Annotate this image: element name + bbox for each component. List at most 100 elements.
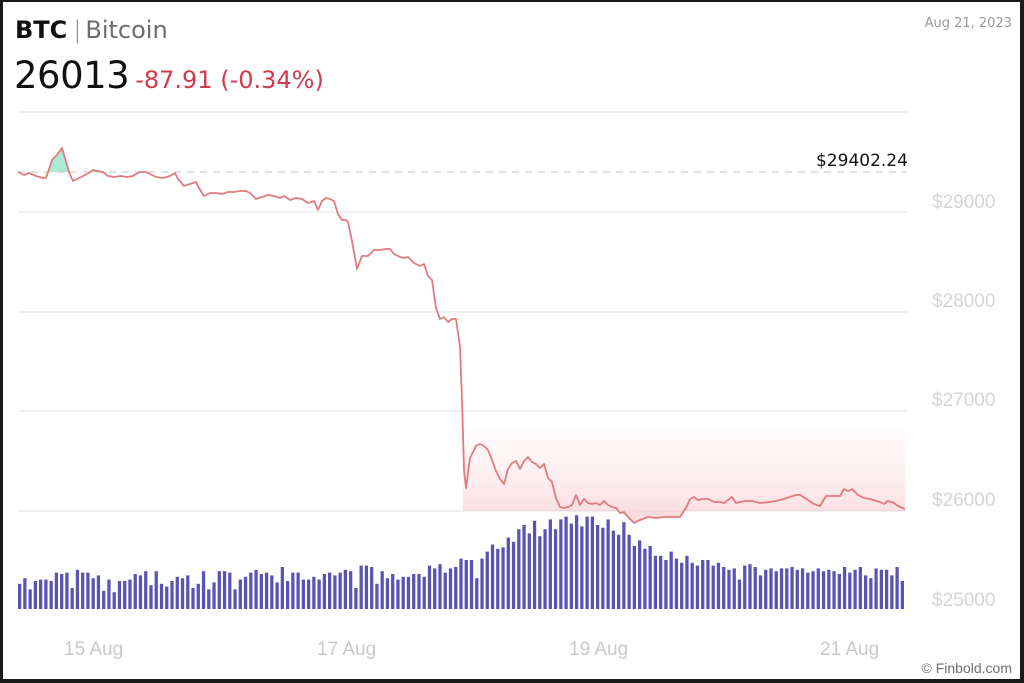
volume-bar — [816, 568, 820, 609]
volume-bar — [580, 526, 584, 609]
downside-fill-under-line — [620, 508, 690, 523]
volume-bar — [884, 569, 889, 609]
volume-bar — [317, 579, 321, 609]
volume-bar — [853, 569, 857, 609]
volume-bar — [863, 575, 868, 609]
volume-bar — [417, 574, 421, 609]
volume-bar — [711, 565, 715, 609]
volume-bar — [123, 581, 127, 609]
volume-bar — [732, 568, 736, 609]
volume-bar — [60, 574, 64, 609]
volume-bar — [522, 525, 526, 609]
price-change: -87.91 (-0.34%) — [135, 66, 324, 94]
volume-bar — [821, 571, 826, 609]
volume-bar — [217, 571, 221, 609]
volume-bar — [779, 568, 784, 609]
volume-bar — [191, 588, 195, 609]
volume-bar — [485, 551, 489, 609]
volume-bar — [643, 548, 647, 609]
volume-bar — [301, 579, 305, 609]
x-tick-19-aug: 19 Aug — [569, 639, 628, 660]
volume-bar — [448, 568, 453, 609]
volume-bar — [275, 582, 279, 609]
volume-bar — [748, 564, 752, 609]
volume-bar — [343, 569, 348, 609]
volume-bar — [832, 571, 836, 609]
volume-bar — [154, 571, 158, 609]
volume-bar — [601, 527, 605, 609]
volume-bar — [249, 572, 253, 609]
volume-bars — [18, 515, 905, 609]
volume-bar — [23, 578, 27, 609]
volume-bar — [685, 555, 689, 609]
volume-bar — [669, 551, 673, 609]
volume-bar — [548, 519, 552, 609]
price-line — [17, 147, 906, 524]
volume-bar — [758, 575, 763, 609]
y-tick-29000: $29000 — [932, 192, 995, 213]
volume-bar — [543, 529, 547, 609]
volume-bar — [165, 586, 169, 609]
volume-bar — [879, 569, 883, 609]
volume-bar — [81, 572, 85, 609]
volume-bar — [622, 522, 626, 609]
volume-bar — [212, 582, 216, 609]
volume-bar — [506, 537, 510, 609]
volume-bar — [564, 516, 568, 609]
volume-bar — [370, 567, 374, 609]
volume-bar — [270, 575, 274, 609]
volume-bar — [727, 569, 731, 609]
volume-bar — [207, 589, 211, 609]
volume-bar — [133, 574, 137, 609]
volume-bar — [86, 572, 90, 609]
volume-bar — [774, 571, 778, 609]
volume-bar — [595, 525, 600, 609]
volume-bar — [753, 567, 757, 609]
volume-bar — [28, 589, 32, 609]
volume-bar — [517, 529, 521, 609]
volume-bar — [469, 560, 474, 609]
volume-bar — [664, 560, 668, 609]
x-axis: 15 Aug 17 Aug 19 Aug 21 Aug — [64, 639, 879, 660]
volume-bar — [328, 572, 332, 609]
volume-bar — [454, 567, 458, 609]
volume-bar — [259, 574, 263, 609]
volume-bar — [396, 579, 400, 609]
volume-bar — [75, 569, 80, 609]
volume-bar — [222, 571, 227, 609]
volume-bar — [159, 583, 164, 609]
volume-bar — [532, 520, 537, 609]
volume-bar — [427, 565, 432, 609]
volume-bar — [54, 572, 59, 609]
volume-bar — [769, 568, 773, 609]
volume-bar — [391, 574, 395, 609]
volume-bar — [611, 530, 616, 609]
volume-bar — [527, 533, 531, 609]
volume-bar — [869, 578, 873, 609]
volume-bar — [406, 576, 411, 609]
ticker-symbol: BTC — [15, 16, 68, 44]
volume-bar — [170, 581, 174, 609]
volume-bar — [412, 574, 416, 609]
volume-bar — [559, 519, 563, 609]
volume-bar — [511, 541, 516, 609]
volume-bar — [706, 560, 710, 609]
volume-bar — [228, 572, 232, 609]
volume-bar — [538, 536, 542, 609]
volume-bar — [107, 579, 111, 609]
volume-bar — [375, 583, 379, 609]
volume-bar — [280, 567, 284, 609]
volume-bar — [338, 572, 342, 609]
volume-bar — [553, 529, 558, 609]
x-tick-17-aug: 17 Aug — [317, 639, 376, 660]
volume-bar — [149, 585, 153, 609]
volume-bar — [117, 581, 122, 609]
volume-bar — [91, 578, 95, 609]
volume-bar — [837, 574, 841, 609]
y-tick-25000: $25000 — [932, 590, 995, 611]
volume-bar — [900, 581, 905, 609]
volume-bar — [680, 562, 684, 609]
volume-bar — [312, 576, 316, 609]
volume-bar — [254, 569, 258, 609]
